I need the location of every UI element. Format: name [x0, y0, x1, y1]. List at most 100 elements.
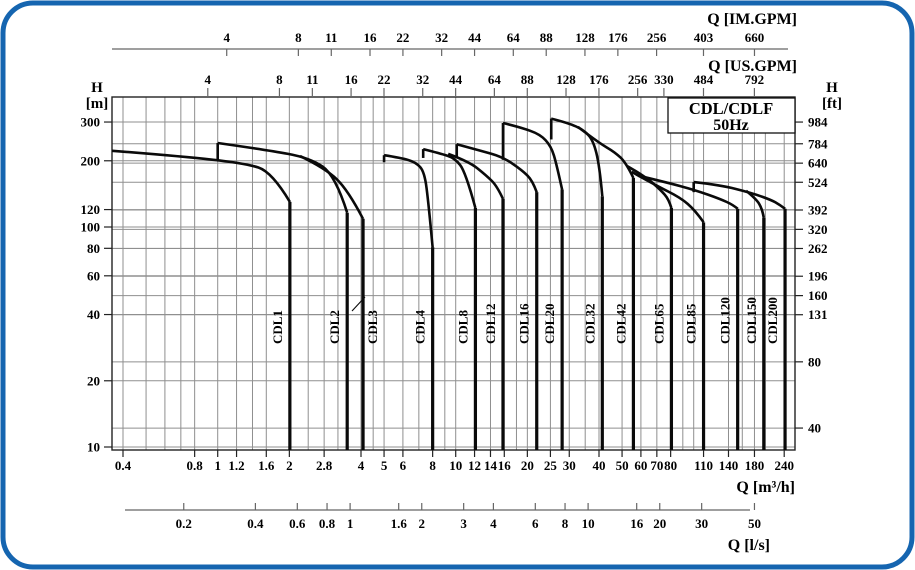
im-gpm-tick-label: 44 — [468, 30, 482, 45]
q-m3h-tick-label: 2 — [286, 458, 293, 473]
q-m3h-tick-label: 240 — [774, 458, 794, 473]
q-m3h-tick-label: 1.6 — [258, 458, 275, 473]
im-gpm-axis-title: Q [IM.GPM] — [707, 11, 797, 28]
pump-label-CDL4: CDL4 — [413, 310, 428, 344]
pump-label-CDL2: CDL2 — [327, 310, 342, 344]
h-ft-tick-label: 196 — [808, 269, 828, 284]
us-gpm-axis-title: Q [US.GPM] — [708, 58, 797, 75]
im-gpm-tick-label: 403 — [694, 30, 714, 45]
q-m3h-tick-label: 40 — [593, 458, 606, 473]
us-gpm-tick-label: 792 — [745, 72, 765, 87]
h-ft-tick-label: 40 — [808, 421, 821, 436]
im-gpm-tick-label: 88 — [540, 30, 554, 45]
pump-curve-CDL150 — [745, 189, 766, 219]
title-box — [667, 97, 796, 134]
us-gpm-tick-label: 88 — [521, 72, 535, 87]
pump-curve-CDL12 — [447, 152, 505, 200]
title-box-line1: CDL/CDLF — [689, 99, 773, 118]
h-ft-axis-title: H — [826, 80, 838, 96]
im-gpm-tick-label: 128 — [575, 30, 595, 45]
q-m3h-tick-label: 1.2 — [228, 458, 244, 473]
us-gpm-tick-label: 128 — [556, 72, 576, 87]
h-m-axis-title: H — [91, 80, 103, 96]
pump-label-CDL42: CDL42 — [613, 304, 628, 344]
h-ft-tick-label: 984 — [808, 115, 828, 130]
pump-curve-CDL16 — [456, 142, 538, 193]
plot-border — [111, 96, 796, 451]
pump-label-CDL85: CDL85 — [684, 303, 699, 344]
q-m3h-tick-label: 0.4 — [115, 458, 132, 473]
h-m-tick-label: 120 — [81, 202, 101, 217]
q-m3h-tick-label: 30 — [563, 458, 576, 473]
q-m3h-tick-label: 0.8 — [187, 458, 204, 473]
q-m3h-tick-label: 6 — [400, 458, 407, 473]
us-gpm-tick-label: 4 — [205, 72, 212, 87]
q-m3h-tick-label: 8 — [429, 458, 436, 473]
q-m3h-tick-label: 1 — [214, 458, 221, 473]
im-gpm-tick-label: 11 — [325, 30, 337, 45]
pump-label-CDL16: CDL16 — [517, 303, 532, 344]
pump-curve-CDL3 — [299, 154, 365, 220]
h-m-tick-label: 80 — [87, 241, 100, 256]
q-m3h-tick-label: 4 — [358, 458, 365, 473]
im-gpm-tick-label: 660 — [745, 30, 765, 45]
pump-curve-CDL120 — [638, 174, 739, 210]
q-ls-tick-label: 0.6 — [289, 516, 306, 531]
im-gpm-tick-label: 8 — [295, 30, 302, 45]
h-ft-tick-label: 524 — [808, 175, 828, 190]
title-box-line2: 50Hz — [713, 117, 749, 134]
pump-curve-CDL42 — [577, 125, 635, 179]
h-ft-tick-label: 262 — [808, 241, 828, 256]
q-m3h-tick-label: 10 — [449, 458, 462, 473]
q-m3h-axis-title: Q [m³/h] — [736, 479, 795, 496]
h-ft-tick-label: 640 — [808, 156, 828, 171]
h-m-tick-label: 200 — [81, 153, 101, 168]
h-ft-tick-label: 80 — [808, 354, 821, 369]
h-m-axis-title-unit: [m] — [86, 96, 109, 112]
h-m-tick-label: 100 — [81, 220, 101, 235]
pump-label-CDL32: CDL32 — [582, 304, 597, 344]
q-ls-tick-label: 1.6 — [391, 516, 408, 531]
im-gpm-tick-label: 176 — [608, 30, 628, 45]
h-m-tick-label: 300 — [81, 115, 101, 130]
im-gpm-tick-label: 64 — [507, 30, 521, 45]
q-ls-tick-label: 8 — [562, 516, 569, 531]
pump-label-CDL8: CDL8 — [455, 310, 470, 344]
us-gpm-tick-label: 44 — [449, 72, 463, 87]
pump-curve-CDL4 — [383, 153, 434, 248]
q-ls-axis-title: Q [l/s] — [728, 537, 770, 554]
q-m3h-tick-label: 16 — [498, 458, 512, 473]
pump-label-CDL200: CDL200 — [765, 297, 780, 344]
us-gpm-tick-label: 16 — [345, 72, 359, 87]
q-ls-tick-label: 2 — [419, 516, 426, 531]
q-m3h-tick-label: 50 — [616, 458, 629, 473]
q-m3h-tick-label: 20 — [521, 458, 534, 473]
pump-curve-CDL8 — [422, 147, 477, 209]
h-ft-axis-title-unit: [ft] — [822, 96, 842, 112]
q-m3h-tick-label: 60 — [634, 458, 647, 473]
pump-curve-CDL1 — [111, 149, 292, 203]
h-ft-tick-label: 131 — [808, 307, 828, 322]
us-gpm-tick-label: 11 — [306, 72, 318, 87]
q-ls-tick-label: 1 — [347, 516, 354, 531]
q-ls-tick-label: 50 — [748, 516, 761, 531]
pump-label-CDL3: CDL3 — [365, 310, 380, 344]
im-gpm-tick-label: 22 — [396, 30, 409, 45]
pump-label-CDL150: CDL150 — [744, 297, 759, 344]
im-gpm-tick-label: 256 — [647, 30, 667, 45]
q-ls-tick-label: 4 — [490, 516, 497, 531]
im-gpm-tick-label: 16 — [364, 30, 378, 45]
q-m3h-tick-label: 180 — [745, 458, 765, 473]
us-gpm-tick-label: 484 — [694, 72, 714, 87]
us-gpm-tick-label: 22 — [377, 72, 390, 87]
q-ls-tick-label: 30 — [695, 516, 708, 531]
q-m3h-tick-label: 2.8 — [316, 458, 333, 473]
q-ls-tick-label: 0.8 — [319, 516, 336, 531]
q-m3h-tick-label: 110 — [694, 458, 713, 473]
pump-label-CDL120: CDL120 — [718, 297, 733, 344]
h-m-tick-label: 60 — [87, 268, 100, 283]
h-ft-tick-label: 320 — [808, 222, 828, 237]
q-m3h-tick-label: 80 — [664, 458, 677, 473]
q-m3h-tick-label: 140 — [719, 458, 739, 473]
